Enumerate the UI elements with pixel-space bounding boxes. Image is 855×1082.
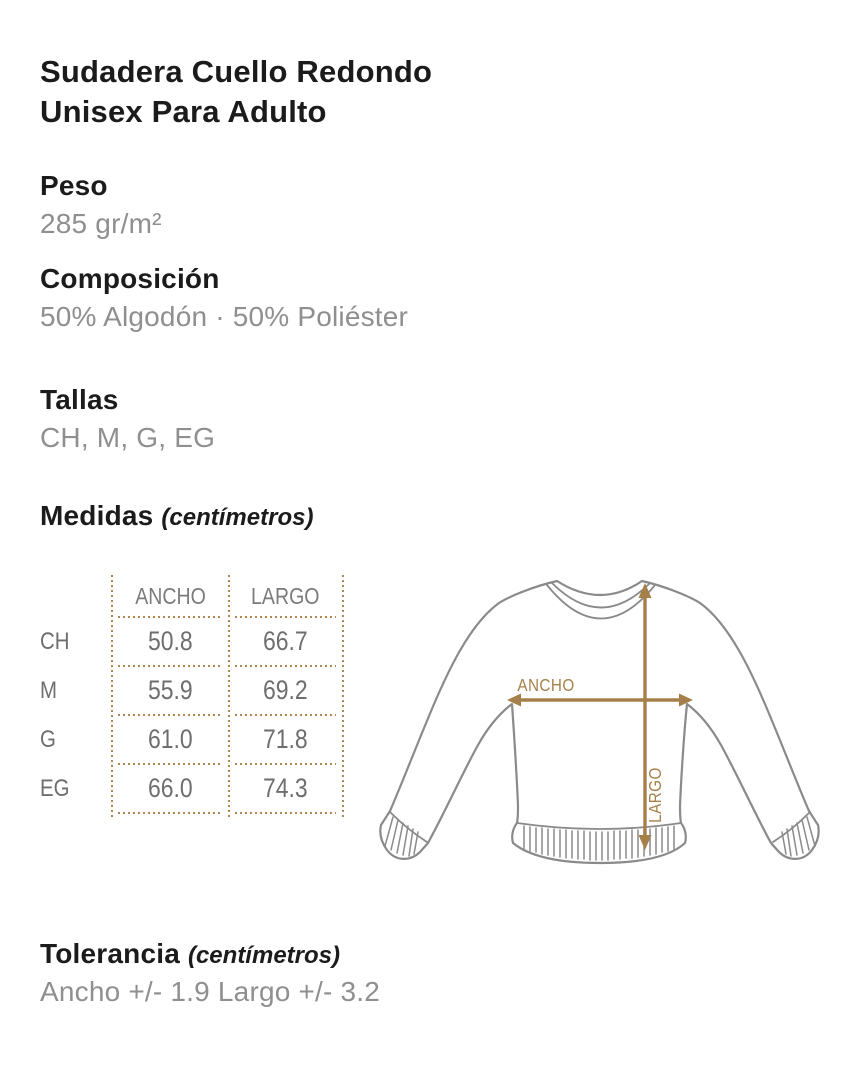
table-divider-right — [342, 575, 344, 817]
ancho-arrowhead-right — [679, 693, 693, 707]
table-corner-cell — [40, 575, 112, 617]
collar-band-outer-line — [546, 584, 656, 620]
tolerancia-heading-word: Tolerancia — [40, 938, 180, 969]
medidas-heading: Medidas (centímetros) — [40, 500, 313, 532]
row-label-ch: CH — [40, 627, 70, 655]
column-header-ancho: ANCHO — [112, 575, 229, 618]
cell-eg-largo: 74.3 — [229, 764, 342, 814]
cell-g-largo: 71.8 — [229, 715, 342, 765]
row-label-m: M — [40, 676, 57, 704]
medidas-heading-word: Medidas — [40, 500, 154, 531]
composicion-heading: Composición — [40, 263, 220, 294]
left-cuff-rib-texture — [384, 816, 419, 857]
largo-arrowhead-bottom — [638, 835, 652, 850]
right-cuff-rib-texture — [781, 816, 816, 857]
size-table: ANCHO LARGO CH 50.8 66.7 M 55.9 69.2 G 6… — [40, 575, 344, 817]
column-header-ancho-label: ANCHO — [135, 582, 206, 609]
ancho-arrow-label: ANCHO — [517, 675, 574, 695]
tolerancia-heading: Tolerancia (centímetros) — [40, 938, 340, 970]
page-title-line1: Sudadera Cuello Redondo — [40, 54, 433, 89]
sweater-outline — [379, 579, 820, 865]
peso-heading: Peso — [40, 170, 108, 201]
page-title: Sudadera Cuello Redondo Unisex Para Adul… — [40, 52, 432, 132]
cell-m-largo: 69.2 — [229, 666, 342, 716]
collar-band-inner-line — [551, 582, 651, 609]
cell-g-ancho: 61.0 — [112, 715, 229, 765]
cell-ch-ancho: 50.8 — [112, 617, 229, 667]
table-divider-middle — [228, 575, 230, 817]
largo-arrow-label: LARGO — [645, 767, 665, 823]
cell-ch-largo: 66.7 — [229, 617, 342, 667]
row-label-eg: EG — [40, 774, 70, 802]
tallas-value: CH, M, G, EG — [40, 422, 216, 453]
sweater-measurement-diagram: ANCHO LARGO — [365, 545, 845, 880]
hem-rib-texture — [523, 825, 675, 861]
cell-m-ancho: 55.9 — [112, 666, 229, 716]
tolerancia-value: Ancho +/- 1.9 Largo +/- 3.2 — [40, 976, 381, 1007]
composicion-value: 50% Algodón · 50% Poliéster — [40, 301, 409, 332]
row-label-g: G — [40, 725, 56, 753]
tallas-heading: Tallas — [40, 384, 119, 415]
table-divider-left — [111, 575, 113, 817]
cell-eg-ancho: 66.0 — [112, 764, 229, 814]
medidas-unit-note: (centímetros) — [161, 504, 314, 531]
largo-arrowhead-top — [638, 583, 652, 598]
peso-value: 285 gr/m² — [40, 208, 162, 239]
column-header-largo-label: LARGO — [251, 582, 320, 609]
hem-band-top-line — [516, 822, 682, 830]
tolerancia-unit-note: (centímetros) — [187, 942, 340, 969]
page-title-line2: Unisex Para Adulto — [40, 94, 327, 129]
ancho-arrowhead-left — [507, 693, 521, 707]
column-header-largo: LARGO — [229, 575, 342, 618]
